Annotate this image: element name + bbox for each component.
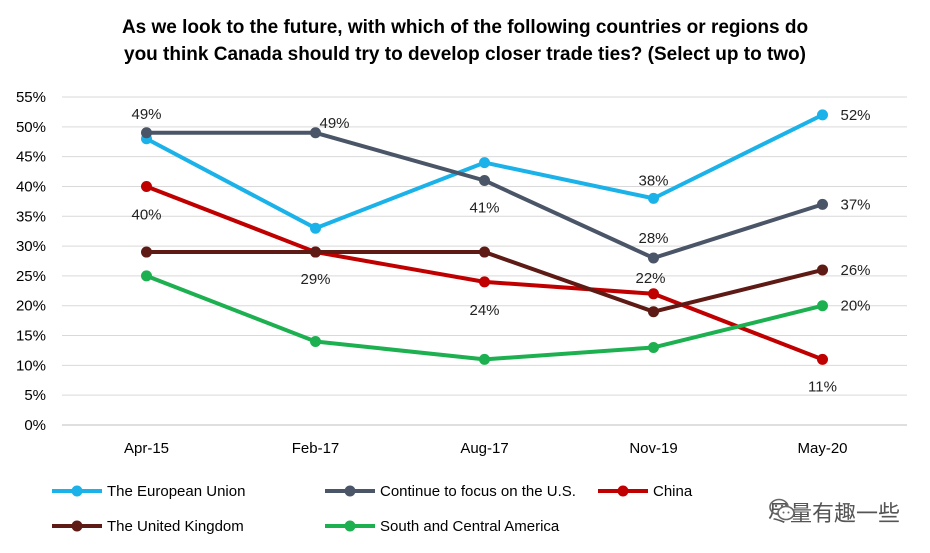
data-point (310, 127, 321, 139)
watermark: 尽量有趣一些 (768, 496, 900, 528)
data-point (648, 306, 659, 318)
data-point (648, 252, 659, 264)
y-tick-label: 55% (16, 89, 46, 106)
data-point (817, 198, 828, 210)
data-label: 26% (841, 262, 871, 279)
legend-entry: South and Central America (380, 518, 560, 535)
x-tick-label: Aug-17 (460, 440, 508, 457)
data-point (310, 246, 321, 258)
chart-title-line-1: As we look to the future, with which of … (121, 17, 809, 38)
data-point (310, 222, 321, 234)
data-point (141, 270, 152, 282)
data-label: 22% (635, 270, 665, 287)
x-axis: Apr-15 Feb-17 Aug-17 Nov-19 May-20 (124, 440, 848, 457)
y-tick-label: 0% (24, 417, 46, 434)
x-tick-label: Apr-15 (124, 440, 169, 457)
legend-entry: The United Kingdom (107, 518, 244, 535)
data-point (479, 246, 490, 258)
legend-entry: Continue to focus on the U.S. (380, 483, 576, 500)
x-tick-label: Nov-19 (629, 440, 677, 457)
data-point (817, 109, 828, 121)
y-axis: 0% 5% 10% 15% 20% 25% 30% 35% 40% 45% 50% 55% (16, 89, 46, 434)
data-labels: 38% 52% 49% 49% 41% 28% 37% 40% 29% 24% 22% 11% 26% 2… (131, 106, 870, 396)
legend-swatch-marker (344, 520, 356, 532)
data-point (648, 192, 659, 204)
x-tick-label: Feb-17 (292, 440, 340, 457)
legend-swatch-marker (71, 520, 83, 532)
data-label: 49% (320, 115, 350, 132)
data-point (648, 288, 659, 300)
y-tick-label: 20% (16, 298, 46, 315)
y-tick-label: 25% (16, 268, 46, 285)
data-point (141, 180, 152, 192)
gridlines (62, 96, 907, 426)
x-tick-label: May-20 (797, 440, 847, 457)
data-label: 11% (808, 378, 837, 395)
y-tick-label: 5% (24, 387, 46, 404)
data-label: 49% (131, 106, 161, 123)
y-tick-label: 15% (16, 328, 46, 345)
data-label: 24% (469, 302, 499, 319)
data-point (817, 264, 828, 276)
series-layer (141, 109, 828, 365)
data-label: 38% (638, 172, 668, 189)
wechat-icon (769, 498, 795, 521)
y-tick-label: 45% (16, 149, 46, 166)
data-label: 29% (300, 271, 330, 288)
data-label: 52% (841, 107, 871, 124)
data-label: 41% (469, 199, 499, 216)
legend-entry: China (653, 483, 693, 500)
legend: The European Union Continue to focus on t… (52, 483, 693, 535)
data-point (141, 127, 152, 139)
data-point (479, 276, 490, 288)
data-point (141, 246, 152, 258)
y-tick-label: 30% (16, 238, 46, 255)
legend-swatch-marker (617, 485, 629, 497)
data-point (310, 336, 321, 348)
data-point (817, 300, 828, 312)
legend-swatch-marker (71, 485, 83, 497)
chart-title-line-2: you think Canada should try to develop c… (124, 44, 806, 65)
data-label: 37% (841, 196, 871, 213)
y-tick-label: 10% (16, 357, 46, 374)
data-point (648, 341, 659, 353)
legend-entry: The European Union (107, 483, 245, 500)
data-point (479, 353, 490, 365)
data-point (479, 157, 490, 169)
data-label: 40% (131, 206, 161, 223)
data-point (817, 353, 828, 365)
data-label: 20% (841, 298, 871, 315)
y-tick-label: 50% (16, 119, 46, 136)
y-tick-label: 35% (16, 208, 46, 225)
data-point (479, 174, 490, 186)
data-label: 28% (638, 230, 668, 247)
legend-swatch-marker (344, 485, 356, 497)
y-tick-label: 40% (16, 178, 46, 195)
series-line (146, 130, 824, 261)
chart-title: As we look to the future, with which of … (0, 14, 930, 68)
